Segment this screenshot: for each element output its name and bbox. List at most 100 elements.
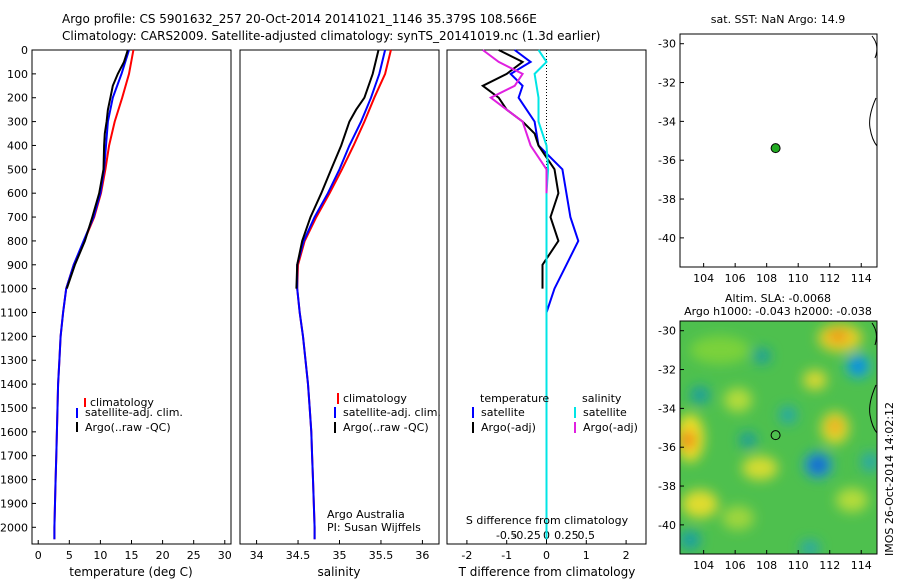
depth-tick-label: 600	[7, 187, 28, 200]
depth-tick-label: 1000	[0, 283, 28, 296]
legend-label-climatology: climatology	[90, 396, 154, 409]
temperature-x-axis: 0 5 10 15 20 25 30	[35, 540, 232, 562]
depth-tick-label: 1500	[0, 402, 28, 415]
lat-tick-label: -34	[658, 402, 676, 415]
depth-tick-label: 1600	[0, 426, 28, 439]
sla-map-frame	[679, 320, 878, 555]
lat-tick-label: -40	[658, 232, 676, 245]
sla-map-axes: 104 106 108 110 112 114 -30 -32 -34 -36 -38 -40	[658, 325, 872, 572]
x-tick-label: 0	[35, 549, 42, 562]
coastline	[869, 384, 878, 434]
temperature-legend: climatology satellite-adj. clim. Argo(..…	[76, 396, 183, 434]
coastline	[871, 322, 877, 346]
lon-tick-label: 104	[693, 272, 714, 285]
lon-tick-label: 114	[851, 272, 872, 285]
sst-map-panel: sat. SST: NaN Argo: 14.9 104 106 108 110 112…	[658, 13, 878, 285]
depth-tick-label: 0	[21, 44, 28, 57]
salinity-x-axis: 34 34.5 35 35.5 36	[250, 540, 429, 562]
legend-label-argo: Argo(..raw -QC)	[85, 421, 171, 434]
x-tick-label: 0	[543, 549, 550, 562]
figure-title-line1: Argo profile: CS 5901632_257 20-Oct-2014…	[62, 12, 537, 26]
lat-tick-label: -30	[658, 325, 676, 338]
depth-tick-label: 100	[7, 68, 28, 81]
lon-tick-label: 110	[788, 559, 809, 572]
x-tick-label: 20	[156, 549, 170, 562]
legend-title-temperature: temperature	[480, 392, 549, 405]
legend-label-climatology: climatology	[343, 392, 407, 405]
series-line-temperature-argo-adj-	[480, 49, 560, 289]
series-line-satellite-adj-clim-	[53, 49, 130, 540]
depth-tick-label: 1800	[0, 474, 28, 487]
depth-tick-label: 700	[7, 211, 28, 224]
series-line-temperature-satellite	[509, 49, 580, 313]
depth-tick-label: 1400	[0, 378, 28, 391]
legend-label-s-argo: Argo(-adj)	[583, 421, 638, 434]
legend-title-salinity: salinity	[582, 392, 622, 405]
legend-label-t-satellite: satellite	[481, 406, 525, 419]
depth-tick-label: 1700	[0, 450, 28, 463]
s-difference-xlabel: S difference from climatology	[466, 514, 629, 527]
argo-float-marker	[770, 143, 781, 154]
depth-tick-label: 500	[7, 163, 28, 176]
sla-map-panel: Altim. SLA: -0.0068 Argo h1000: -0.043 h…	[658, 292, 896, 572]
sst-map-frame	[679, 33, 878, 268]
sla-side-label: IMOS 26-Oct-2014 14:02:12	[883, 402, 896, 556]
t-difference-x-axis: -2 -1 0 1 2	[461, 540, 630, 562]
depth-tick-label: 1200	[0, 330, 28, 343]
legend-label-t-argo: Argo(-adj)	[481, 421, 536, 434]
series-line-salinity-satellite	[533, 49, 550, 540]
depth-axis: 0 100 200 300 400 500 600 700 800 900 1000 1100 1200…	[0, 44, 36, 534]
depth-tick-label: 1900	[0, 497, 28, 510]
sst-map-axes: 104 106 108 110 112 114 -30 -32 -34 -36 -38 -40	[658, 38, 872, 285]
lon-tick-label: 112	[819, 559, 840, 572]
temperature-xlabel: temperature (deg C)	[69, 565, 192, 579]
coastline	[871, 35, 878, 59]
salinity-axes-frame	[239, 49, 440, 545]
x-tick-label: 25	[187, 549, 201, 562]
x-tick-label: 30	[218, 549, 232, 562]
x-tick-label: 34	[250, 549, 264, 562]
temperature-axes-frame	[31, 49, 232, 545]
difference-legend: temperature satellite Argo(-adj) salinit…	[472, 392, 638, 434]
lon-tick-label: 114	[851, 559, 872, 572]
series-line-climatology	[296, 49, 392, 540]
s-tick-label: 0.5	[578, 529, 596, 542]
x-tick-label: 2	[623, 549, 630, 562]
x-tick-label: 35	[333, 549, 347, 562]
series-line-argo-raw-qc-	[65, 49, 129, 289]
sst-map-title: sat. SST: NaN Argo: 14.9	[711, 13, 845, 26]
lat-tick-label: -40	[658, 519, 676, 532]
s-tick-label: 0.25	[554, 529, 579, 542]
lat-tick-label: -36	[658, 441, 676, 454]
legend-label-s-satellite: satellite	[583, 406, 627, 419]
annotation-pi: PI: Susan Wijffels	[327, 521, 421, 534]
salinity-xlabel: salinity	[317, 565, 360, 579]
x-tick-label: 15	[125, 549, 139, 562]
depth-tick-label: 200	[7, 92, 28, 105]
lon-tick-label: 104	[693, 559, 714, 572]
depth-tick-label: 2000	[0, 521, 28, 534]
lat-tick-label: -38	[658, 193, 676, 206]
series-line-satellite-adj-clim-	[296, 49, 387, 540]
s-tick-label: -0.25	[512, 529, 540, 542]
x-tick-label: 10	[93, 549, 107, 562]
lat-tick-label: -34	[658, 115, 676, 128]
depth-tick-label: 400	[7, 139, 28, 152]
coastline	[869, 97, 878, 147]
lon-tick-label: 108	[756, 272, 777, 285]
figure-title-line2: Climatology: CARS2009. Satellite-adjuste…	[62, 29, 600, 43]
temperature-series	[53, 49, 135, 540]
depth-tick-label: 1100	[0, 307, 28, 320]
t-difference-xlabel: T difference from climatology	[458, 565, 636, 579]
lon-tick-label: 108	[756, 559, 777, 572]
annotation-argo-australia: Argo Australia	[327, 508, 405, 521]
x-tick-label: 5	[66, 549, 73, 562]
x-tick-label: 35.5	[369, 549, 394, 562]
temperature-panel: 0100200300400500600700800900100011001200…	[0, 44, 232, 579]
salinity-panel: 34 34.5 35 35.5 36 salinity climatology sate…	[239, 49, 441, 579]
depth-tick-label: 1300	[0, 354, 28, 367]
lat-tick-label: -30	[658, 38, 676, 51]
lat-tick-label: -32	[658, 364, 676, 377]
argo-float-marker	[770, 430, 781, 441]
